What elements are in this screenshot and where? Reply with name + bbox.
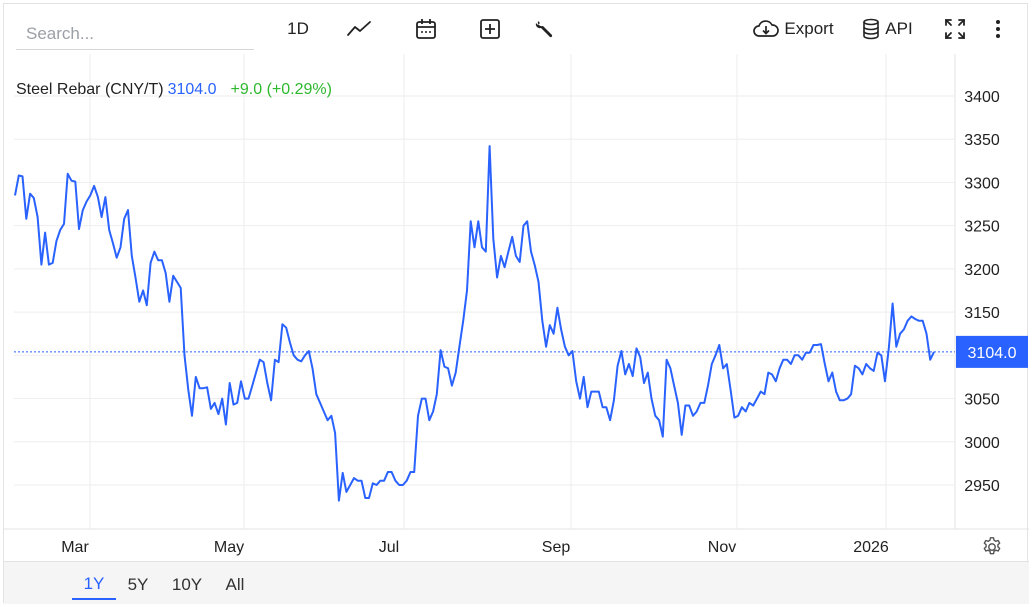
- y-tick-label: 3400: [964, 89, 1000, 106]
- chart-settings-gear-button[interactable]: [981, 536, 1003, 558]
- export-label: Export: [784, 19, 834, 38]
- y-tick-label: 3150: [964, 305, 1000, 322]
- add-indicator-button[interactable]: [475, 14, 505, 44]
- price-chart[interactable]: 2950300030503100315032003250330033503400…: [4, 4, 1029, 561]
- price-line-series: [14, 145, 935, 502]
- x-tick-label: 2026: [853, 539, 889, 556]
- interval-label: 1D: [287, 19, 309, 38]
- plus-square-icon: [478, 17, 502, 41]
- x-tick-label: Nov: [708, 539, 736, 556]
- last-price-badge: 3104.0: [956, 335, 1028, 368]
- gear-icon: [981, 537, 1003, 562]
- last-price-badge-label: 3104.0: [968, 345, 1017, 362]
- api-button[interactable]: API: [857, 14, 917, 44]
- x-tick-label: Sep: [542, 539, 571, 556]
- more-options-button[interactable]: [986, 14, 1010, 44]
- cloud-download-icon: [752, 18, 780, 40]
- range-10y-button[interactable]: 10Y: [164, 570, 210, 600]
- toolbar: 1D Export: [4, 4, 1029, 52]
- range-1y-button[interactable]: 1Y: [72, 570, 116, 600]
- calendar-button[interactable]: [411, 14, 441, 44]
- y-axis: 2950300030503100315032003250330033503400: [964, 89, 1000, 495]
- range-selector-bar: 1Y 5Y 10Y All: [4, 561, 1029, 604]
- search-input[interactable]: [16, 18, 254, 50]
- range-5y-button[interactable]: 5Y: [119, 570, 157, 600]
- vertical-grid: [4, 54, 1029, 530]
- expand-icon: [943, 17, 967, 41]
- y-tick-label: 3350: [964, 132, 1000, 149]
- range-all-button[interactable]: All: [216, 570, 254, 600]
- y-tick-label: 3200: [964, 262, 1000, 279]
- x-tick-label: May: [214, 539, 244, 556]
- interval-button[interactable]: 1D: [278, 14, 318, 44]
- y-tick-label: 3250: [964, 219, 1000, 236]
- range-1y-label: 1Y: [83, 574, 105, 593]
- wrench-icon: [533, 17, 557, 41]
- calendar-icon: [414, 17, 438, 41]
- chart-widget: 1D Export: [3, 3, 1029, 604]
- fullscreen-button[interactable]: [940, 14, 970, 44]
- range-5y-label: 5Y: [127, 575, 149, 594]
- database-icon: [861, 18, 881, 40]
- api-label: API: [885, 19, 913, 38]
- y-tick-label: 2950: [964, 478, 1000, 495]
- last-price-badge-bg: [956, 335, 1028, 368]
- line-chart-icon: [346, 19, 372, 39]
- chart-legend: Steel Rebar (CNY/T) 3104.0 +9.0 (+0.29%): [16, 81, 332, 99]
- y-tick-label: 3050: [964, 392, 1000, 409]
- y-tick-label: 3300: [964, 175, 1000, 192]
- vertical-dots-icon: [995, 19, 1001, 39]
- chart-type-button[interactable]: [344, 14, 374, 44]
- current-price: 3104.0: [167, 81, 217, 98]
- horizontal-grid: [14, 95, 955, 486]
- instrument-name: Steel Rebar (CNY/T): [16, 81, 164, 98]
- y-tick-label: 3000: [964, 435, 1000, 452]
- range-10y-label: 10Y: [171, 575, 203, 594]
- range-all-label: All: [225, 575, 245, 594]
- export-button[interactable]: Export: [748, 14, 838, 44]
- price-change: +9.0 (+0.29%): [230, 81, 332, 98]
- x-tick-label: Jul: [379, 539, 399, 556]
- chart-settings-button[interactable]: [530, 14, 560, 44]
- x-axis: Mar May Jul Sep Nov 2026: [61, 539, 889, 556]
- x-tick-label: Mar: [61, 539, 89, 556]
